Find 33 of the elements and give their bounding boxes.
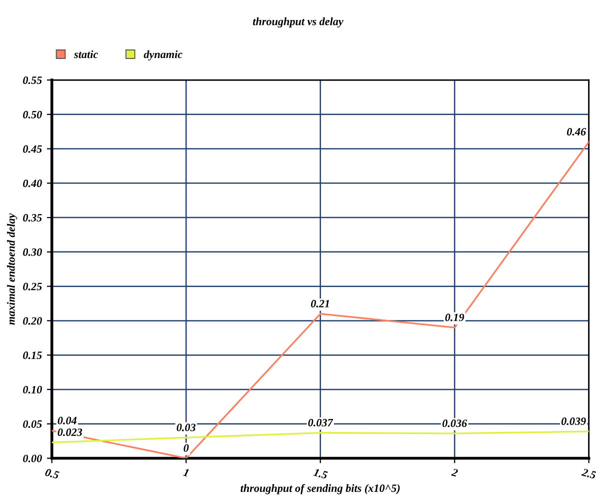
x-tick-label: 1 <box>182 468 189 477</box>
legend-label: static <box>74 50 98 58</box>
y-tick-label: 0.15 <box>23 352 42 360</box>
y-tick-label: 0.30 <box>23 248 42 256</box>
legend-label: dynamic <box>144 50 182 60</box>
y-tick-label: 0.50 <box>23 110 42 118</box>
data-label: 0.039 <box>561 417 586 426</box>
data-label: 0.03 <box>176 424 196 432</box>
data-label: 0.46 <box>567 128 586 136</box>
x-tick-label: 0.5 <box>44 468 60 480</box>
x-axis-title: throughput of sending bits (x10^5) <box>240 484 400 494</box>
y-tick-label: 0.40 <box>23 180 42 188</box>
data-label: 0 <box>184 444 189 452</box>
y-axis-title: maximal endtoend delay <box>7 213 18 325</box>
x-tick-label: 1.5 <box>313 468 328 480</box>
data-label: 0.023 <box>58 428 82 436</box>
data-label: 0.19 <box>445 314 464 322</box>
y-tick-label: 0.35 <box>23 214 42 222</box>
chart-title: throughput vs delay <box>252 17 344 28</box>
data-label: 0.21 <box>311 300 329 308</box>
data-label: 0.04 <box>58 416 77 424</box>
y-tick-label: 0.25 <box>23 282 42 290</box>
y-tick-label: 0.00 <box>23 454 42 462</box>
data-label: 0.036 <box>442 420 468 428</box>
y-tick-label: 0.55 <box>23 76 42 84</box>
y-tick-label: 0.05 <box>23 420 42 428</box>
y-tick-label: 0.10 <box>23 386 42 394</box>
y-tick-label: 0.20 <box>23 317 42 325</box>
line-series <box>52 430 589 444</box>
y-tick-label: 0.45 <box>23 145 42 153</box>
x-tick-label: 2 <box>451 468 458 477</box>
x-tick-label: 2.5 <box>581 468 596 480</box>
data-label: 0.037 <box>308 418 334 426</box>
